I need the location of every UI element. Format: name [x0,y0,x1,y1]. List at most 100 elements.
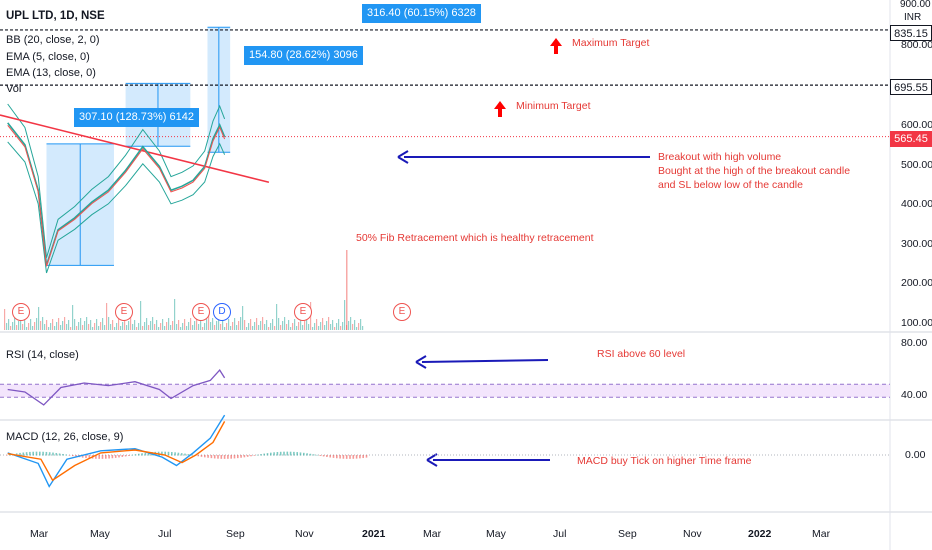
volume-bar [140,301,142,330]
macd-histogram-bar [177,452,180,456]
volume-bar [216,321,218,330]
volume-bar [318,326,320,330]
volume-bar [136,327,138,330]
volume-bar [134,320,136,330]
macd-histogram-bar [75,455,77,457]
volume-bar [58,318,60,330]
breakout-note-1: Breakout with high volume [658,151,782,163]
indicator-bb[interactable]: BB (20, close, 2, 0) [6,34,100,46]
volume-bar [236,325,238,330]
volume-bar [284,317,286,330]
volume-bar [242,306,244,330]
macd-histogram-bar [55,452,58,456]
volume-bar [348,321,350,330]
macd-histogram-bar [263,453,265,456]
volume-bar [314,323,316,330]
macd-histogram-bar [164,451,166,456]
volume-bar [328,317,330,330]
volume-bar [108,317,110,330]
volume-bar [246,327,248,330]
earnings-marker[interactable]: E [393,303,411,321]
indicator-vol[interactable]: Vol [6,83,22,95]
volume-bar [332,320,334,330]
volume-bar [150,321,152,330]
volume-bar [184,319,186,330]
volume-bar [352,324,354,330]
rsi-tick: 40.00 [901,389,928,401]
breakout-note-2: Bought at the high of the breakout candl… [658,165,851,177]
macd-histogram-bar [187,454,190,456]
symbol-title: UPL LTD, 1D, NSE [6,10,105,22]
earnings-marker[interactable]: E [294,303,312,321]
max-target-price-tag: 835.15 [890,25,932,41]
volume-bar [210,322,212,330]
macd-histogram-bar [9,454,11,456]
currency-label: INR [904,12,922,23]
volume-bar [70,327,72,330]
volume-bar [86,317,88,330]
rsi-line [7,369,226,406]
min-target-price-tag: 695.55 [890,79,932,95]
macd-histogram-bar [128,455,130,456]
volume-bar [130,317,132,330]
macd-histogram-bar [25,452,28,456]
earnings-marker[interactable]: E [192,303,210,321]
volume-bar [14,318,16,330]
macd-legend[interactable]: MACD (12, 26, close, 9) [6,431,124,443]
volume-bar [230,326,232,330]
rsi-legend[interactable]: RSI (14, close) [6,349,79,361]
macd-histogram-bar [339,455,341,459]
red-up-arrow [550,38,562,54]
macd-histogram-bar [207,455,209,458]
macd-histogram-bar [144,452,147,456]
time-tick: Jul [158,528,172,540]
volume-bar [202,327,204,330]
volume-bar [362,326,364,330]
volume-bar [28,323,30,330]
macd-histogram-bar [223,455,226,459]
volume-bar [342,322,344,330]
volume-bar [186,326,188,330]
volume-bar [154,324,156,330]
volume-bar [38,307,40,330]
volume-bar [214,325,216,330]
volume-bar [252,326,254,330]
macd-histogram-bar [316,454,318,456]
volume-bar [116,323,118,330]
macd-histogram-bar [256,454,259,456]
volume-bar [330,324,332,330]
price-tick: 900.00 [900,0,931,10]
volume-bar [64,317,66,330]
volume-bar [52,319,54,330]
measure-label-3: 316.40 (60.15%) 6328 [362,4,481,23]
volume-bar [222,320,224,330]
macd-histogram-bar [45,451,48,456]
macd-histogram-bar [349,455,351,459]
volume-bar [192,325,194,330]
macd-histogram-bar [98,455,100,459]
macd-histogram-bar [345,455,348,459]
volume-bar [260,321,262,330]
volume-bar [206,319,208,330]
earnings-marker[interactable]: E [12,303,30,321]
volume-bar [20,317,22,330]
volume-bar [72,305,74,330]
min-target-note: Minimum Target [516,100,591,112]
macd-histogram-bar [161,451,163,456]
trend-line [0,114,270,184]
macd-histogram-bar [62,453,64,456]
volume-bar [238,321,240,330]
volume-bar [188,322,190,330]
volume-bar [196,317,198,330]
dividend-marker[interactable]: D [213,303,231,321]
earnings-marker[interactable]: E [115,303,133,321]
macd-histogram-bar [95,455,97,459]
indicator-ema13[interactable]: EMA (13, close, 0) [6,67,96,79]
macd-histogram-bar [85,455,87,459]
indicator-ema5[interactable]: EMA (5, close, 0) [6,51,90,63]
macd-histogram-bar [111,455,114,459]
blue-pointer-arrow [421,359,549,363]
volume-bar [178,320,180,330]
volume-bar [50,323,52,330]
